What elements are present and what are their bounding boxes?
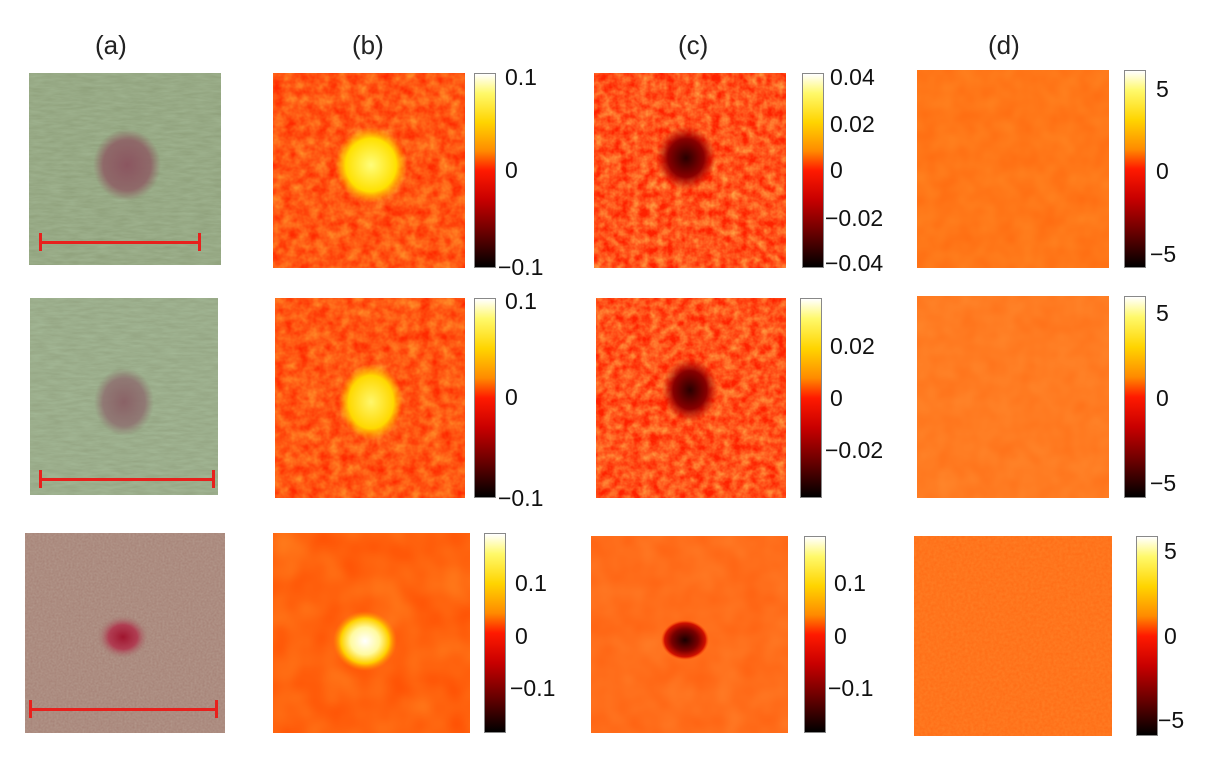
skin-photo-row3: [25, 533, 225, 733]
scale-bar-cap: [198, 233, 201, 251]
colorbar-b-row2: [474, 298, 496, 498]
column-label-d: (d): [988, 30, 1020, 60]
tick-label: 0: [834, 623, 847, 649]
colorbar-b-row1: [474, 73, 496, 268]
scale-bar-cap: [39, 233, 42, 251]
skin-photo-row2: [30, 298, 218, 495]
scale-bar-cap: [212, 470, 215, 488]
column-label-a: (a): [95, 30, 127, 60]
tick-label: −0.02: [825, 437, 884, 463]
tick-label: 0.02: [830, 333, 875, 359]
colorbar-c-row1: [802, 73, 824, 268]
map-c-row1: [594, 73, 786, 268]
scale-bar-cap: [39, 470, 42, 488]
tick-label: 0: [505, 384, 518, 410]
tick-label: −0.1: [498, 254, 544, 280]
colorbar-b-row3: [484, 533, 506, 733]
tick-label: −0.1: [498, 485, 544, 511]
colorbar-c-row2: [800, 298, 822, 498]
tick-label: −0.1: [510, 675, 556, 701]
colorbar-c-row3: [804, 536, 826, 733]
tick-label: −0.02: [825, 205, 884, 231]
tick-label: 0: [1156, 158, 1169, 184]
tick-label: −5: [1150, 241, 1177, 267]
tick-label: 5: [1156, 76, 1169, 102]
tick-label: 5: [1156, 300, 1169, 326]
tick-label: 0: [515, 623, 528, 649]
tick-label: 0.1: [834, 570, 866, 596]
tick-label: 0: [1156, 385, 1169, 411]
tick-label: 0.02: [830, 111, 875, 137]
tick-label: 0: [830, 157, 843, 183]
tick-label: −0.1: [828, 675, 874, 701]
tick-label: −0.04: [825, 250, 884, 276]
tick-label: 0: [1164, 623, 1177, 649]
scale-bar-row2: [39, 478, 214, 481]
map-c-row2: [596, 298, 786, 498]
skin-photo-row1: [29, 73, 221, 265]
colorbar-d-row3: [1136, 536, 1158, 736]
tick-label: 5: [1164, 538, 1177, 564]
column-label-c: (c): [678, 30, 709, 60]
scale-bar-cap: [215, 700, 218, 718]
tick-label: −5: [1158, 707, 1185, 733]
scale-bar-row1: [39, 241, 200, 244]
colorbar-d-row1: [1124, 70, 1146, 268]
map-b-row2: [275, 298, 465, 498]
map-b-row1: [273, 73, 465, 268]
map-d-row1: [917, 70, 1109, 268]
map-d-row2: [917, 296, 1109, 498]
scale-bar-cap: [29, 700, 32, 718]
colorbar-d-row2: [1124, 296, 1146, 498]
tick-label: 0: [505, 157, 518, 183]
scale-bar-row3: [29, 708, 217, 711]
tick-label: 0.04: [830, 64, 875, 90]
map-b-row3: [273, 533, 470, 733]
tick-label: 0.1: [505, 288, 537, 314]
tick-label: 0.1: [505, 64, 537, 90]
tick-label: −5: [1150, 470, 1177, 496]
tick-label: 0.1: [515, 570, 547, 596]
map-d-row3: [914, 536, 1112, 736]
tick-label: 0: [830, 385, 843, 411]
column-label-b: (b): [352, 30, 384, 60]
map-c-row3: [591, 536, 788, 733]
